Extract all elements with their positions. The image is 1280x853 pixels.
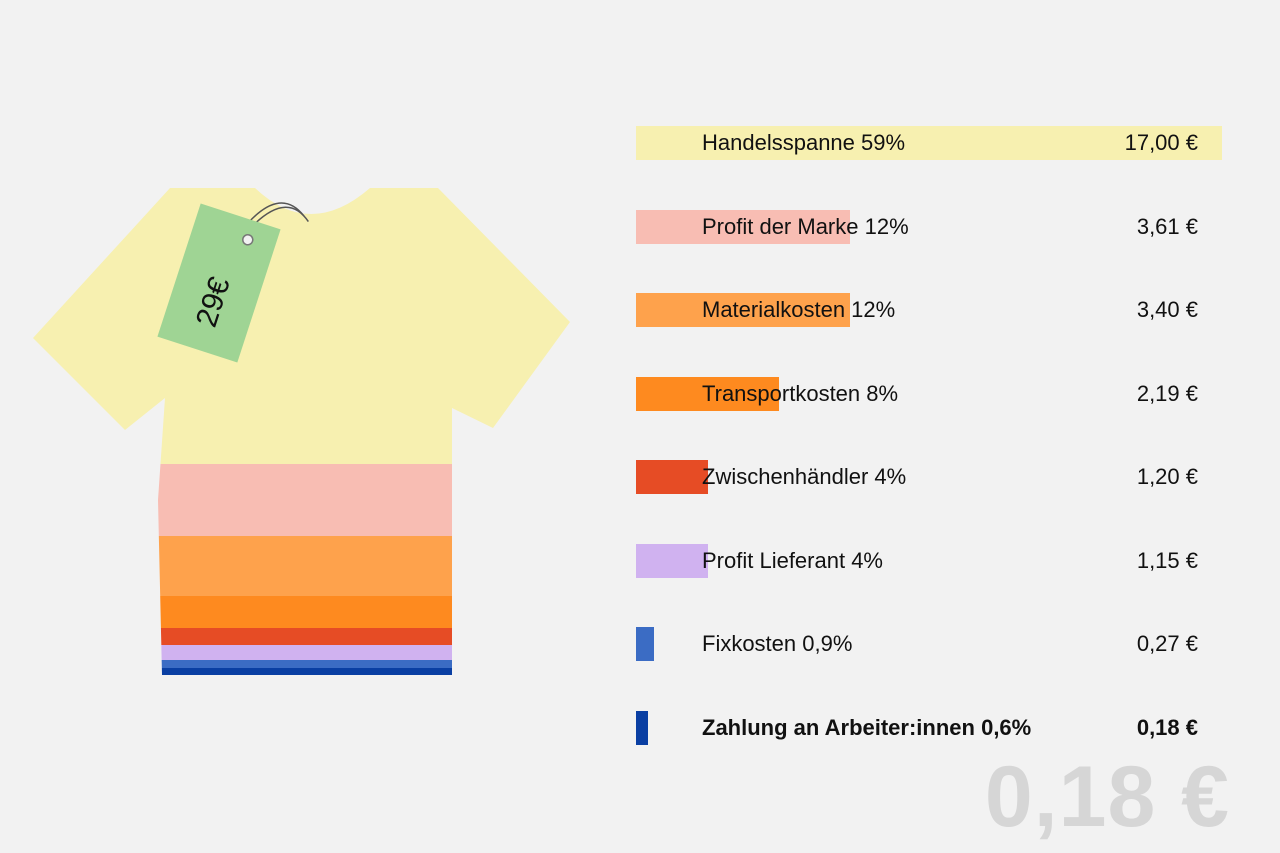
- tag-hole-icon: [242, 234, 254, 246]
- bar-arbeiter: [636, 710, 648, 745]
- highlight-total: 0,18 €: [984, 749, 1230, 845]
- bar-fixkosten: [636, 627, 654, 661]
- tshirt-band-arbeiter: [33, 668, 570, 675]
- bar-handelsspanne: [636, 126, 1222, 160]
- bar-transportkosten: [636, 376, 779, 411]
- bar-materialkosten: [636, 293, 850, 327]
- label-profit-marke: Profit der Marke 12%: [702, 213, 909, 239]
- bar-profit-lieferant: [636, 543, 708, 578]
- value-arbeiter: 0,18 €: [1136, 714, 1198, 740]
- value-profit-marke: 3,61 €: [1136, 213, 1198, 239]
- label-handelsspanne: Handelsspanne 59%: [702, 130, 906, 155]
- bar-zwischenhaendler: [636, 460, 708, 494]
- label-materialkosten: Materialkosten 12%: [702, 297, 896, 322]
- tshirt-illustration: 29€: [33, 188, 570, 675]
- label-fixkosten: Fixkosten 0,9%: [702, 631, 853, 656]
- value-handelsspanne: 17,00 €: [1124, 130, 1198, 155]
- value-profit-lieferant: 1,15 €: [1136, 547, 1198, 573]
- value-fixkosten: 0,27 €: [1136, 631, 1198, 656]
- tshirt-band-zwischenhaendler: [33, 628, 570, 645]
- label-transportkosten: Transportkosten 8%: [702, 380, 899, 406]
- value-transportkosten: 2,19 €: [1136, 380, 1198, 406]
- value-zwischenhaendler: 1,20 €: [1136, 464, 1198, 489]
- value-materialkosten: 3,40 €: [1136, 297, 1198, 322]
- label-arbeiter: Zahlung an Arbeiter:innen 0,6%: [702, 714, 1032, 740]
- bar-profit-marke: [636, 209, 850, 244]
- tshirt-band-fixkosten: [33, 660, 570, 668]
- price-tag: 29€: [157, 202, 309, 363]
- label-profit-lieferant: Profit Lieferant 4%: [702, 547, 883, 573]
- tshirt-band-profit-lieferant: [33, 645, 570, 660]
- label-zwischenhaendler: Zwischenhändler 4%: [702, 464, 907, 489]
